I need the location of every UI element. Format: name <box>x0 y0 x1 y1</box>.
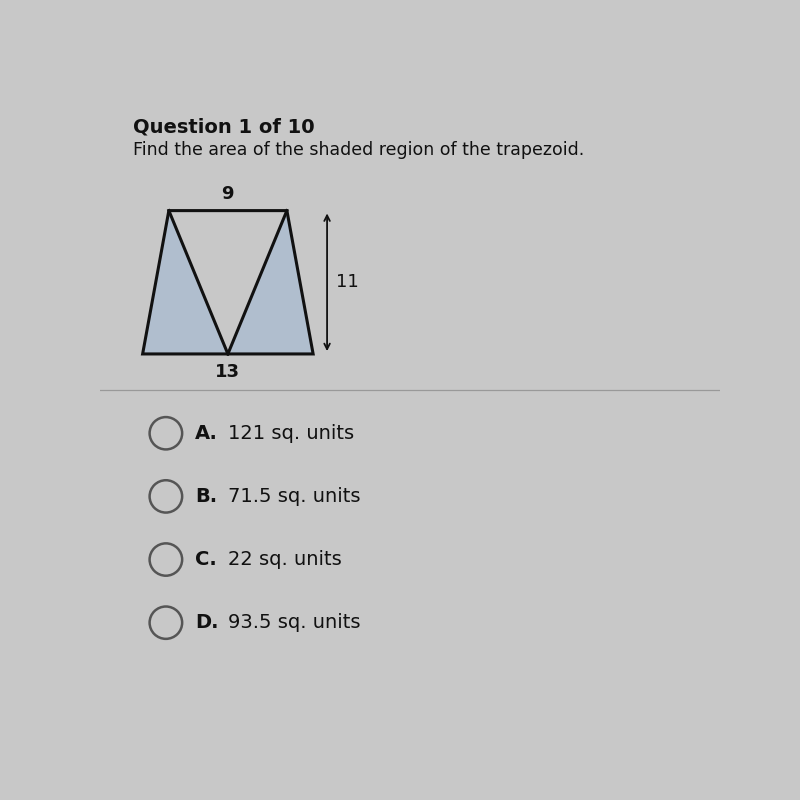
Text: C.: C. <box>195 550 217 569</box>
Text: 13: 13 <box>215 363 240 381</box>
Text: 93.5 sq. units: 93.5 sq. units <box>228 613 360 632</box>
Text: 121 sq. units: 121 sq. units <box>228 424 354 442</box>
Text: 22 sq. units: 22 sq. units <box>228 550 342 569</box>
Polygon shape <box>228 210 313 354</box>
Text: Find the area of the shaded region of the trapezoid.: Find the area of the shaded region of th… <box>133 141 584 158</box>
Text: B.: B. <box>195 487 218 506</box>
Text: Question 1 of 10: Question 1 of 10 <box>133 118 314 137</box>
Polygon shape <box>142 210 228 354</box>
Text: A.: A. <box>195 424 218 442</box>
Text: 11: 11 <box>336 274 359 291</box>
Text: 71.5 sq. units: 71.5 sq. units <box>228 487 360 506</box>
Text: 9: 9 <box>222 185 234 203</box>
Text: D.: D. <box>195 613 219 632</box>
